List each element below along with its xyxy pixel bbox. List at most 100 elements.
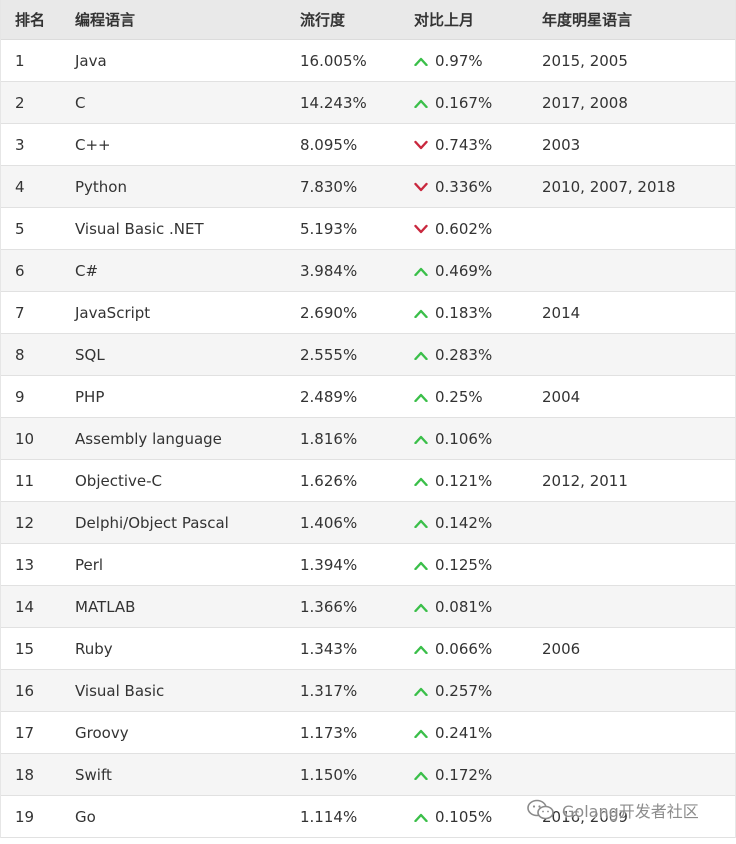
- cell-change: 0.106%: [414, 430, 542, 448]
- change-value: 0.167%: [435, 93, 493, 112]
- cell-rank: 19: [15, 807, 35, 826]
- cell-star-years: 2003: [542, 135, 581, 154]
- cell-rank: 9: [15, 387, 25, 406]
- table-row: 19 Go 1.114% 0.105% 2016, 2009: [1, 796, 735, 838]
- cell-popularity: 7.830%: [300, 177, 358, 196]
- table-row: 18 Swift 1.150% 0.172%: [1, 754, 735, 796]
- trend-up-icon: [414, 350, 428, 360]
- change-value: 0.066%: [435, 639, 493, 658]
- cell-language: Swift: [75, 765, 112, 784]
- cell-star-years: 2014: [542, 303, 581, 322]
- cell-language: JavaScript: [75, 303, 151, 322]
- watermark-text: Golang开发者社区: [562, 802, 699, 821]
- cell-rank: 10: [15, 429, 35, 448]
- table-row: 13 Perl 1.394% 0.125%: [1, 544, 735, 586]
- trend-up-icon: [414, 98, 428, 108]
- table-row: 14 MATLAB 1.366% 0.081%: [1, 586, 735, 628]
- cell-popularity: 1.394%: [300, 555, 358, 574]
- change-value: 0.142%: [435, 513, 493, 532]
- change-value: 0.125%: [435, 555, 493, 574]
- header-star-language: 年度明星语言: [542, 11, 633, 29]
- trend-down-icon: [414, 224, 428, 234]
- trend-up-icon: [414, 560, 428, 570]
- table-row: 4 Python 7.830% 0.336% 2010, 2007, 2018: [1, 166, 735, 208]
- cell-rank: 5: [15, 219, 25, 238]
- cell-star-years: 2016, 2009: [542, 807, 628, 826]
- cell-language: Python: [75, 177, 127, 196]
- cell-popularity: 2.690%: [300, 303, 358, 322]
- cell-language: Ruby: [75, 639, 113, 658]
- cell-star-years: 2010, 2007, 2018: [542, 177, 676, 196]
- table-body: 1 Java 16.005% 0.97% 2015, 2005 2 C 14.243% 0.16…: [1, 40, 735, 838]
- trend-up-icon: [414, 728, 428, 738]
- trend-up-icon: [414, 770, 428, 780]
- cell-rank: 11: [15, 471, 35, 490]
- cell-language: C#: [75, 261, 99, 280]
- trend-up-icon: [414, 686, 428, 696]
- cell-language: Perl: [75, 555, 104, 574]
- header-language: 编程语言: [75, 11, 136, 29]
- cell-rank: 7: [15, 303, 25, 322]
- cell-popularity: 1.114%: [300, 807, 358, 826]
- cell-popularity: 1.366%: [300, 597, 358, 616]
- cell-change: 0.25%: [414, 388, 542, 406]
- cell-rank: 4: [15, 177, 25, 196]
- trend-up-icon: [414, 644, 428, 654]
- cell-rank: 2: [15, 93, 25, 112]
- cell-popularity: 1.343%: [300, 639, 358, 658]
- cell-popularity: 16.005%: [300, 51, 367, 70]
- cell-change: 0.121%: [414, 472, 542, 490]
- cell-language: Java: [75, 51, 107, 70]
- cell-change: 0.125%: [414, 556, 542, 574]
- change-value: 0.469%: [435, 261, 493, 280]
- cell-rank: 1: [15, 51, 25, 70]
- cell-language: SQL: [75, 345, 105, 364]
- wechat-logo-icon: [527, 799, 554, 820]
- cell-change: 0.241%: [414, 724, 542, 742]
- cell-change: 0.172%: [414, 766, 542, 784]
- cell-popularity: 3.984%: [300, 261, 358, 280]
- cell-popularity: 1.816%: [300, 429, 358, 448]
- watermark: Golang开发者社区: [526, 798, 699, 822]
- cell-change: 0.469%: [414, 262, 542, 280]
- change-value: 0.172%: [435, 765, 493, 784]
- cell-language: C: [75, 93, 86, 112]
- cell-rank: 13: [15, 555, 35, 574]
- cell-rank: 12: [15, 513, 35, 532]
- change-value: 0.106%: [435, 429, 493, 448]
- trend-up-icon: [414, 266, 428, 276]
- table-row: 8 SQL 2.555% 0.283%: [1, 334, 735, 376]
- cell-change: 0.081%: [414, 598, 542, 616]
- cell-change: 0.183%: [414, 304, 542, 322]
- cell-star-years: 2017, 2008: [542, 93, 628, 112]
- cell-change: 0.602%: [414, 220, 542, 238]
- header-popularity: 流行度: [300, 11, 346, 29]
- table-row: 9 PHP 2.489% 0.25% 2004: [1, 376, 735, 418]
- table-row: 12 Delphi/Object Pascal 1.406% 0.142%: [1, 502, 735, 544]
- table-row: 1 Java 16.005% 0.97% 2015, 2005: [1, 40, 735, 82]
- cell-language: Delphi/Object Pascal: [75, 513, 229, 532]
- change-value: 0.743%: [435, 135, 493, 154]
- trend-up-icon: [414, 308, 428, 318]
- cell-change: 0.283%: [414, 346, 542, 364]
- cell-change: 0.743%: [414, 136, 542, 154]
- cell-language: Go: [75, 807, 96, 826]
- change-value: 0.257%: [435, 681, 493, 700]
- cell-popularity: 1.150%: [300, 765, 358, 784]
- table-row: 2 C 14.243% 0.167% 2017, 2008: [1, 82, 735, 124]
- cell-rank: 16: [15, 681, 35, 700]
- cell-popularity: 5.193%: [300, 219, 358, 238]
- cell-change: 0.105%: [414, 808, 542, 826]
- change-value: 0.241%: [435, 723, 493, 742]
- trend-up-icon: [414, 434, 428, 444]
- table-row: 15 Ruby 1.343% 0.066% 2006: [1, 628, 735, 670]
- cell-rank: 8: [15, 345, 25, 364]
- change-value: 0.121%: [435, 471, 493, 490]
- table-row: 5 Visual Basic .NET 5.193% 0.602%: [1, 208, 735, 250]
- cell-popularity: 8.095%: [300, 135, 358, 154]
- cell-popularity: 14.243%: [300, 93, 367, 112]
- cell-star-years: 2004: [542, 387, 581, 406]
- cell-popularity: 1.626%: [300, 471, 358, 490]
- trend-up-icon: [414, 518, 428, 528]
